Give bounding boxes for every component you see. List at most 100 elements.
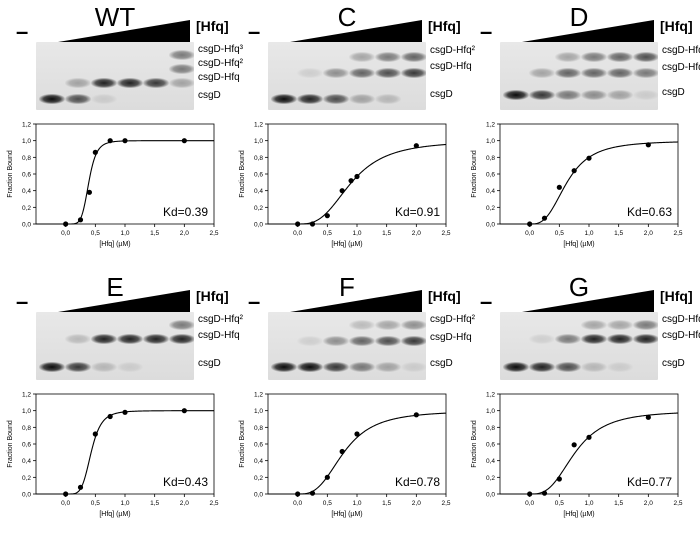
data-point <box>413 412 419 418</box>
y-tick-label: 0,8 <box>254 425 263 432</box>
gel-band <box>169 78 194 88</box>
gel-band <box>375 336 401 346</box>
gel-band <box>401 52 426 62</box>
data-point <box>107 138 113 144</box>
panel-title: D <box>569 2 589 32</box>
x-tick-label: 0,0 <box>525 500 534 507</box>
y-tick-label: 1,2 <box>22 122 31 129</box>
y-tick-label: 0,0 <box>22 492 31 499</box>
data-point <box>339 448 345 455</box>
gel-band <box>633 320 658 330</box>
panel-f: F – [Hfq] csgD-Hfq² csgD-Hfq csgD 0,0 0,2 0,4 0,… <box>232 270 475 532</box>
gel-band <box>529 362 555 372</box>
y-tick-label: 0,4 <box>22 458 31 465</box>
y-tick-label: 0,6 <box>254 442 263 449</box>
kd-label: Kd=0.77 <box>627 475 672 489</box>
no-protein-lane-label: – <box>480 19 493 44</box>
kd-label: Kd=0.43 <box>163 475 208 489</box>
fit-curve <box>65 410 214 495</box>
data-point <box>295 221 301 227</box>
data-point <box>571 168 577 174</box>
gel-band <box>271 94 297 104</box>
hfq-label: [Hfq] <box>428 288 461 304</box>
x-tick-label: 2,0 <box>644 230 653 237</box>
y-tick-label: 0,4 <box>22 188 31 195</box>
gel-band <box>581 334 607 344</box>
concentration-ramp-icon <box>290 290 422 312</box>
gel-band <box>401 362 426 372</box>
hfq-label: [Hfq] <box>196 288 229 304</box>
x-tick-label: 1,5 <box>382 230 391 237</box>
data-point <box>324 474 330 480</box>
gel-band <box>555 90 581 100</box>
x-tick-label: 1,0 <box>352 500 361 507</box>
panel-title: E <box>106 272 124 302</box>
gel-band <box>117 334 143 344</box>
gel-band <box>607 362 633 372</box>
band-label: csgD-Hfq² <box>662 314 700 325</box>
gel-band <box>375 362 401 372</box>
panel-wt: WT – [Hfq] csgD-Hfq³ csgD-Hfq² csgD-Hfq csgD 0… <box>0 0 243 262</box>
x-tick-label: 2,0 <box>412 500 421 507</box>
gel-band <box>143 78 169 88</box>
gel-band <box>607 90 633 100</box>
band-label: csgD-Hfq² <box>198 58 244 69</box>
gel-band <box>297 68 323 78</box>
gel-band <box>91 362 117 372</box>
y-tick-label: 0,6 <box>22 442 31 449</box>
y-tick-label: 0,6 <box>486 172 495 179</box>
band-label: csgD <box>430 358 453 369</box>
concentration-ramp-icon <box>522 290 654 312</box>
data-point <box>77 484 84 490</box>
band-label: csgD-Hfq <box>430 61 472 72</box>
band-label: csgD <box>198 358 221 369</box>
gel-band <box>349 320 375 330</box>
data-point <box>527 491 533 497</box>
y-tick-label: 0,6 <box>486 442 495 449</box>
y-axis-label: Fraction Bound <box>7 420 14 468</box>
x-tick-label: 2,5 <box>441 230 450 237</box>
gel-band <box>349 94 375 104</box>
data-point <box>63 221 69 227</box>
x-tick-label: 2,0 <box>180 500 189 507</box>
hfq-label: [Hfq] <box>660 18 693 34</box>
x-tick-label: 2,5 <box>441 500 450 507</box>
binding-curve-chart: 0,0 0,2 0,4 0,6 0,8 1,0 1,2 0,0 0,5 1,0 1,5 2,0 2,5 [… <box>232 112 462 262</box>
gel-band <box>323 94 349 104</box>
band-label: csgD-Hfq² <box>198 314 244 325</box>
y-tick-label: 0,2 <box>254 205 263 212</box>
x-tick-label: 1,0 <box>120 500 129 507</box>
gel-band <box>91 78 117 88</box>
y-tick-label: 0,2 <box>22 205 31 212</box>
y-tick-label: 0,4 <box>486 188 495 195</box>
gel-band <box>581 90 607 100</box>
panel-e: E – [Hfq] csgD-Hfq² csgD-Hfq csgD 0,0 0,2 0,4 0,… <box>0 270 243 532</box>
gel-band <box>607 68 633 78</box>
data-point <box>354 173 360 180</box>
kd-label: Kd=0.39 <box>163 205 208 219</box>
no-protein-lane-label: – <box>248 19 261 44</box>
data-point <box>541 490 548 496</box>
gel-band <box>323 336 349 346</box>
y-tick-label: 0,0 <box>486 222 495 229</box>
gel-image <box>268 312 426 380</box>
gel-band <box>633 334 658 344</box>
gel-band <box>581 52 607 62</box>
data-point <box>309 221 316 227</box>
data-point <box>86 189 92 195</box>
y-tick-label: 0,0 <box>254 492 263 499</box>
x-tick-label: 0,0 <box>525 230 534 237</box>
gel-band <box>349 362 375 372</box>
gel-band <box>375 52 401 62</box>
y-tick-label: 1,0 <box>254 408 263 415</box>
band-label: csgD-Hfq <box>430 332 472 343</box>
gel-band <box>39 94 65 104</box>
y-tick-label: 0,8 <box>22 155 31 162</box>
gel-band <box>555 68 581 78</box>
y-tick-label: 1,2 <box>486 122 495 129</box>
y-tick-label: 0,8 <box>486 155 495 162</box>
panel-title: C <box>337 2 357 32</box>
hfq-label: [Hfq] <box>428 18 461 34</box>
data-point <box>295 491 301 497</box>
x-tick-label: 2,0 <box>412 230 421 237</box>
